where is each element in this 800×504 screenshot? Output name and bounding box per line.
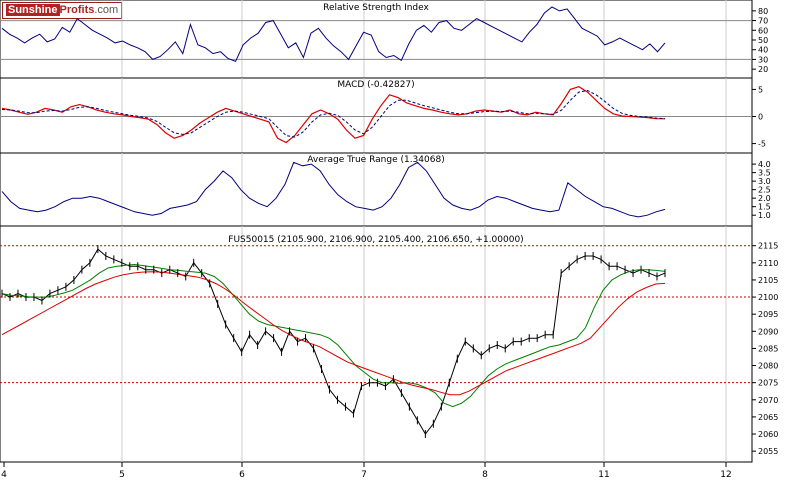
logo-part-com: .com [94,4,119,16]
y-tick-label: 2080 [758,362,778,371]
series-line-2 [1,271,666,396]
x-tick-label: 11 [598,470,609,480]
y-tick-label: 1.5 [758,203,771,212]
x-tick-label: 7 [361,470,367,480]
series-line-0 [1,161,666,218]
panel-frame [0,225,753,463]
x-tick-label: 8 [482,470,488,480]
panel-3: 2115 2110 2105 2100 2095 2090 2085 2080 2075 2070… [0,225,778,463]
y-tick-label: 70 [758,17,768,26]
y-tick-label: 4.0 [758,160,771,169]
y-tick-label: 2105 [758,276,778,285]
panel-title: Relative Strength Index [323,3,429,13]
y-tick-label: 2065 [758,413,778,422]
y-tick-label: 2085 [758,344,778,353]
y-tick-label: 1.0 [758,211,771,220]
panel-2: 4.03.53.02.52.01.51.0 Average True Range … [0,152,771,227]
y-tick-label: 3.0 [758,177,771,186]
y-tick-label: 2075 [758,379,778,388]
series-line-1 [1,89,666,138]
logo-part-sunshine: Sunshine [6,4,60,16]
sunshine-profits-logo: Sunshine Profits.com [2,2,122,19]
series-line-0 [1,248,666,435]
y-tick-label: 2.5 [758,186,771,195]
y-tick-label: 80 [758,7,768,16]
y-tick-label: 0 [758,113,763,122]
panel-1: 5 0 -5 MACD (-0.42827) [0,77,766,154]
series-line-0 [1,6,666,63]
logo-part-profits: Profits [59,4,95,16]
panel-title: FUS50015 (2105.900, 2106.900, 2105.400, … [228,235,523,245]
series-line-0 [1,86,666,144]
y-tick-label: 5 [758,85,763,94]
y-tick-label: 2055 [758,447,778,456]
y-tick-label: 2.0 [758,194,771,203]
y-tick-label: 20 [758,65,768,74]
x-tick-label: 6 [239,470,245,480]
y-tick-label: 60 [758,26,768,35]
y-tick-label: 3.5 [758,169,771,178]
y-tick-label: 40 [758,46,768,55]
y-tick-label: 2110 [758,259,778,268]
y-tick-label: 2090 [758,327,778,336]
series-line-1 [1,263,666,408]
panel-title: Average True Range (1.34068) [307,155,444,165]
y-tick-label: 50 [758,36,768,45]
y-tick-label: 30 [758,55,768,64]
y-tick-label: -5 [758,140,766,149]
y-tick-label: 2100 [758,293,778,302]
y-tick-label: 2070 [758,396,778,405]
y-tick-label: 2060 [758,430,778,439]
panel-title: MACD (-0.42827) [337,80,414,90]
x-tick-label: 4 [1,470,7,480]
x-tick-label: 5 [119,470,125,480]
y-tick-label: 2095 [758,310,778,319]
y-tick-label: 2115 [758,242,778,251]
x-tick-label: 12 [720,470,731,480]
